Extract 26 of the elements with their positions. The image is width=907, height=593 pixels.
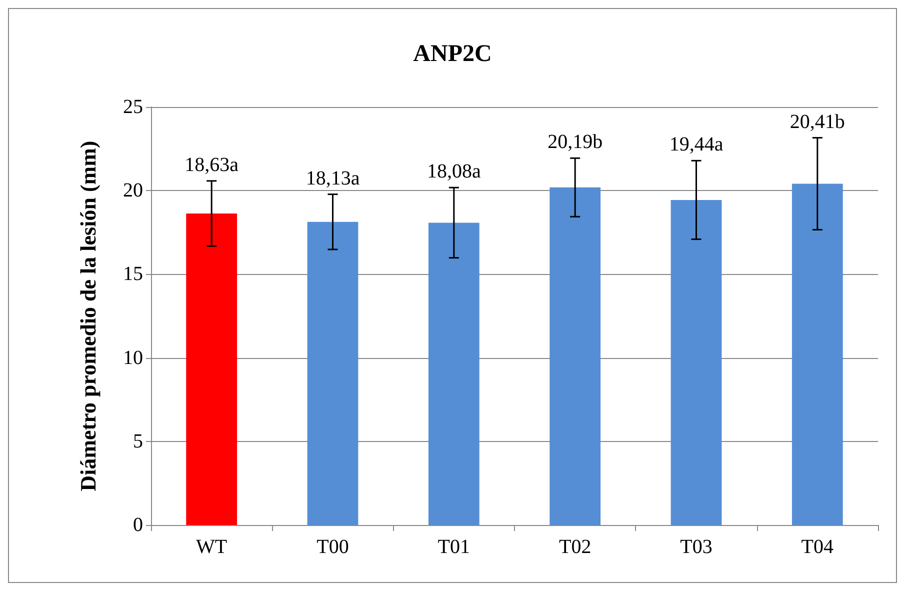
bar	[186, 214, 238, 525]
x-tick-label: T00	[316, 536, 349, 558]
y-tick-label: 0	[133, 514, 143, 536]
x-tick-label: T02	[558, 536, 592, 558]
data-label: 18,13a	[306, 167, 360, 190]
bar	[550, 187, 601, 525]
y-tick-label: 20	[123, 180, 143, 202]
data-label: 18,63a	[184, 154, 239, 176]
y-tick-label: 25	[123, 96, 143, 118]
bar	[670, 200, 722, 525]
x-tick-label: T01	[438, 536, 470, 558]
y-tick-label: 5	[133, 430, 143, 452]
y-tick-label: 15	[123, 263, 143, 286]
x-tick-label: T03	[680, 536, 712, 558]
data-label: 20,41b	[790, 110, 845, 133]
bar	[792, 184, 843, 525]
x-tick-label: T04	[801, 536, 834, 558]
chart-title: ANP2C	[413, 41, 492, 67]
x-tick-label: WT	[196, 536, 228, 558]
data-label: 18,08a	[426, 160, 481, 183]
bar	[428, 222, 480, 525]
data-label: 20,19b	[548, 131, 603, 154]
y-axis-title: Diámetro promedio de la lesión (mm)	[76, 140, 100, 492]
bar	[307, 222, 358, 525]
data-label: 19,44a	[669, 134, 724, 156]
y-tick-label: 10	[123, 346, 143, 369]
